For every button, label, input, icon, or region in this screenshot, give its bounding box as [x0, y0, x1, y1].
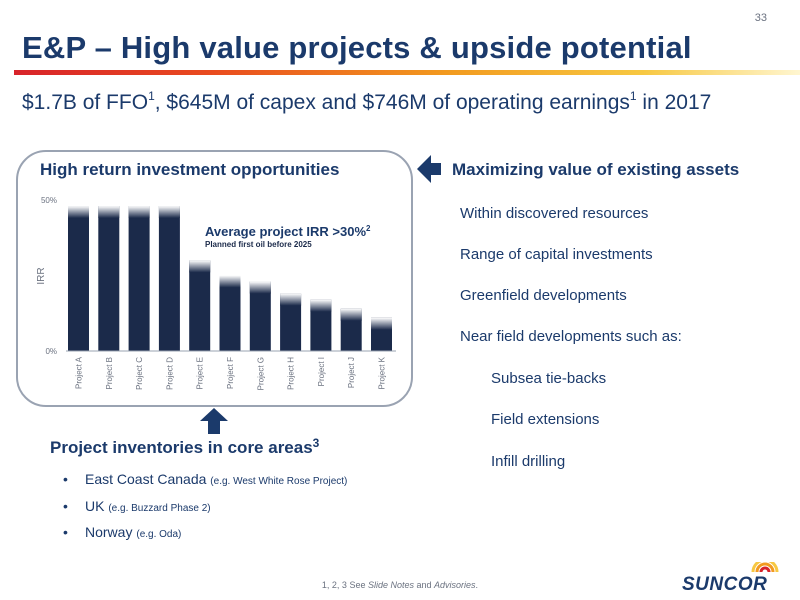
suncor-logo-text: SUNCOR [682, 574, 767, 594]
bar-fade-cap [158, 206, 180, 219]
right-panel-title: Maximizing value of existing assets [452, 160, 740, 179]
bar-fade-cap [249, 281, 271, 294]
subtitle-part-2: , $645M of capex and $746M of operating … [154, 91, 630, 114]
slide-subtitle: $1.7B of FFO1, $645M of capex and $746M … [22, 89, 712, 115]
bullet-east-coast-label: East Coast Canada [85, 471, 207, 487]
y-tick-label-top: 50% [41, 196, 57, 205]
subtitle-part-1: $1.7B of FFO [22, 91, 149, 114]
footnote-slide-notes: Slide Notes [367, 580, 414, 590]
irr-annotation-sup: 2 [366, 224, 371, 233]
bullet-uk-note: (e.g. Buzzard Phase 2) [108, 503, 211, 514]
irr-annotation-subtext: Planned first oil before 2025 [205, 240, 312, 249]
right-item-nearfield: Near field developments such as: [460, 328, 682, 345]
right-subitem-subsea: Subsea tie-backs [491, 370, 607, 387]
bar-fade-cap [310, 299, 332, 312]
x-tick-label: Project C [135, 357, 144, 390]
bullet-uk: • UK (e.g. Buzzard Phase 2) [63, 498, 211, 514]
inventories-title-sup: 3 [312, 436, 320, 450]
right-item-capital: Range of capital investments [460, 246, 653, 263]
bar-fade-cap [68, 206, 89, 219]
bar-fade-cap [219, 275, 241, 288]
right-item-greenfield: Greenfield developments [460, 287, 627, 304]
footnote-refs: 1, 2, 3 See [321, 580, 368, 590]
bar-project-b [98, 206, 120, 351]
bar-project-h [280, 293, 302, 351]
bar-fade-cap [128, 206, 150, 219]
bar-fade-cap [340, 308, 362, 321]
bullet-norway: • Norway (e.g. Oda) [63, 524, 182, 540]
irr-annotation: Average project IRR >30%2 [205, 224, 371, 239]
x-tick-label: Project A [75, 356, 84, 389]
x-tick-label: Project D [165, 357, 174, 390]
x-tick-label: Project F [226, 357, 235, 389]
page-number: 33 [754, 12, 767, 24]
title-gradient-bar [14, 70, 800, 75]
bar-fade-cap [280, 293, 302, 306]
bullet-norway-label: Norway [85, 524, 133, 540]
right-subitem-extensions: Field extensions [491, 411, 600, 428]
footnote-advisories: Advisories [434, 580, 476, 590]
bullet-east-coast-note: (e.g. West White Rose Project) [210, 476, 348, 487]
sun-icon [751, 562, 779, 573]
bar-project-c [128, 206, 150, 351]
subtitle-footnote-2: 1 [629, 89, 637, 103]
footnote: 1, 2, 3 See Slide Notes and Advisories. [0, 580, 800, 590]
y-tick-label-bottom: 0% [45, 347, 57, 356]
x-tick-label: Project I [317, 357, 326, 386]
footnote-and: and [414, 580, 435, 590]
bar-project-d [158, 206, 180, 351]
subtitle-part-3: in 2017 [636, 91, 712, 114]
bar-project-g [249, 281, 271, 351]
y-axis-label: IRR [36, 267, 47, 284]
inventories-title-text: Project inventories in core areas [50, 438, 313, 457]
arrow-up-icon [200, 408, 228, 434]
slide-title: E&P – High value projects & upside poten… [22, 30, 692, 65]
bar-project-a [68, 206, 89, 351]
footnote-end: . [475, 580, 479, 590]
right-subitem-infill: Infill drilling [491, 453, 566, 470]
arrow-left-icon [417, 155, 441, 183]
suncor-logo: SUNCOR [682, 562, 779, 594]
irr-annotation-text: Average project IRR >30% [205, 224, 366, 239]
bar-project-f [219, 275, 241, 351]
chart-panel-title: High return investment opportunities [36, 160, 344, 180]
bar-fade-cap [371, 317, 392, 330]
bullet-uk-label: UK [85, 498, 105, 514]
bullet-east-coast: • East Coast Canada (e.g. West White Rose… [63, 471, 348, 487]
x-tick-label: Project E [196, 357, 205, 389]
bar-fade-cap [98, 206, 120, 219]
inventories-title: Project inventories in core areas3 [50, 436, 320, 458]
subtitle-footnote-1: 1 [148, 89, 155, 103]
x-tick-label: Project J [347, 357, 356, 388]
x-tick-label: Project G [256, 357, 265, 390]
right-item-discovered: Within discovered resources [460, 205, 649, 222]
bullet-norway-note: (e.g. Oda) [136, 529, 182, 540]
bar-project-i [310, 299, 332, 351]
x-tick-label: Project H [287, 357, 296, 390]
bar-fade-cap [189, 260, 211, 273]
x-tick-label: Project B [105, 357, 114, 389]
chart-panel-border [16, 150, 413, 407]
bar-project-e [189, 260, 211, 351]
x-tick-label: Project K [378, 356, 387, 389]
